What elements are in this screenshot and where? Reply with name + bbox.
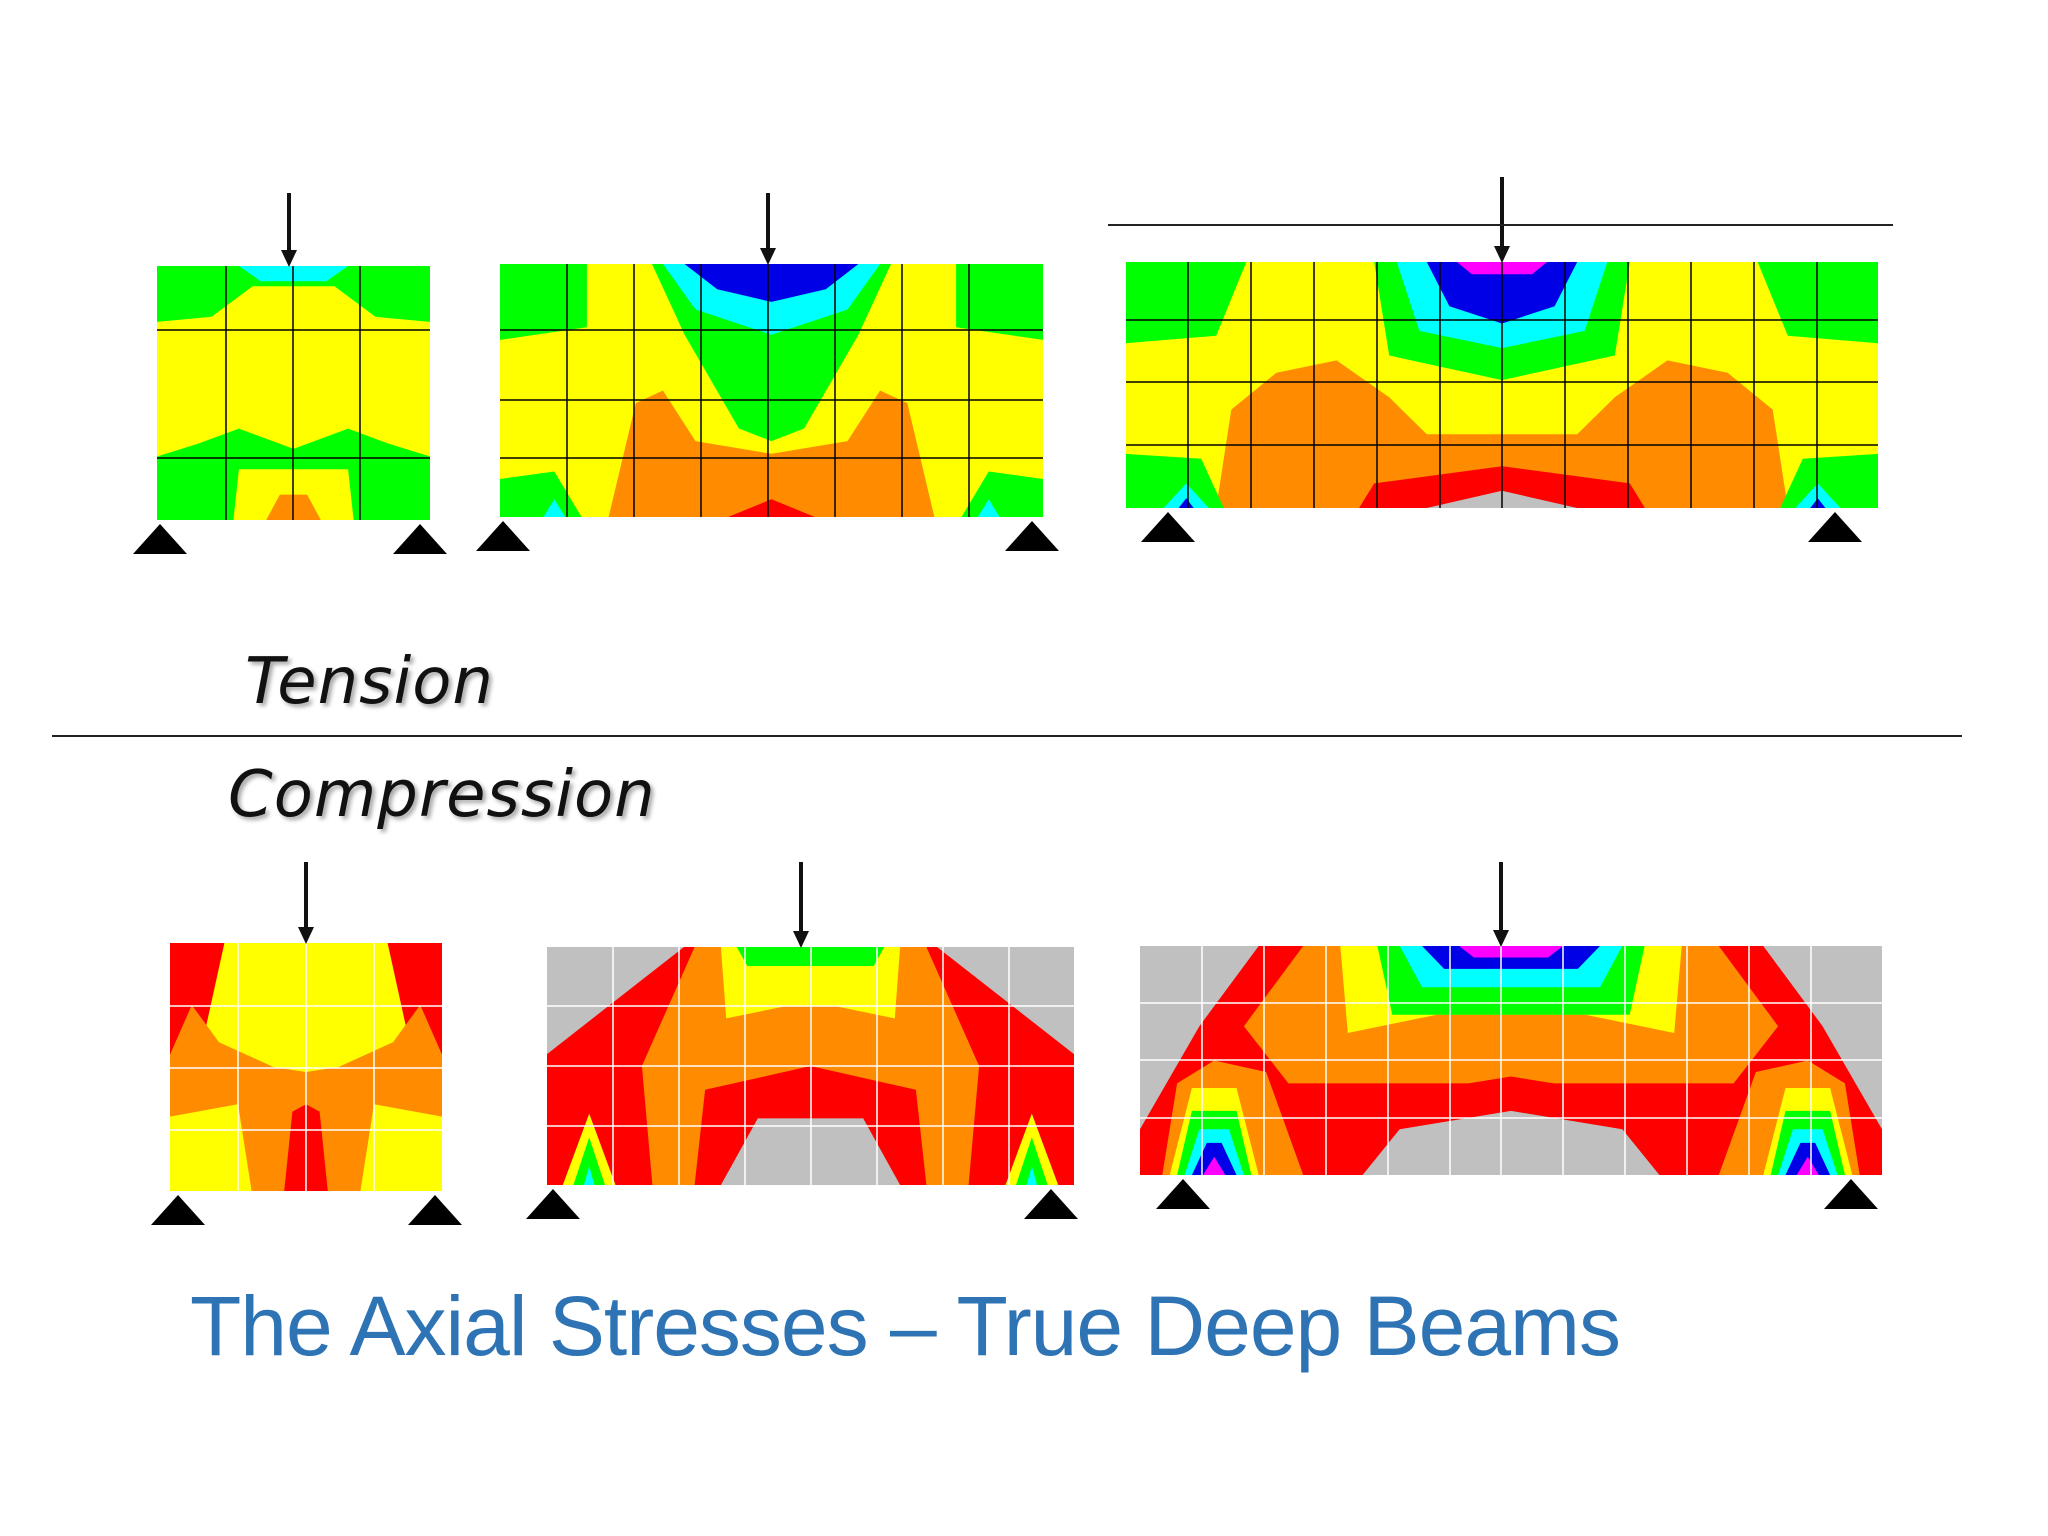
contour-orange	[608, 390, 935, 517]
support-triangle	[393, 524, 447, 554]
contour-green	[1016, 1137, 1048, 1185]
contour-green	[573, 1137, 605, 1185]
contour-green	[956, 264, 1043, 340]
contour-green	[1126, 262, 1247, 344]
contour-cyan	[1795, 483, 1841, 508]
load-arrowhead	[760, 248, 776, 265]
contour-cyan	[1026, 1166, 1038, 1185]
support-triangle	[1141, 512, 1195, 542]
contour-blue	[1810, 498, 1826, 508]
compression-medium-beam	[526, 862, 1078, 1219]
contour-cyan	[583, 1166, 595, 1185]
contour-blue	[1178, 498, 1194, 508]
load-arrowhead	[298, 927, 314, 944]
load-arrowhead	[793, 931, 809, 948]
compression-short-beam	[151, 862, 462, 1225]
support-triangle	[133, 524, 187, 554]
contour-magenta	[1796, 1156, 1819, 1175]
support-triangle	[1808, 512, 1862, 542]
tension-row	[133, 177, 1878, 554]
compression-label: Compression	[228, 758, 656, 832]
tension-label: Tension	[245, 645, 494, 719]
contour-magenta	[1459, 946, 1563, 958]
contour-cyan	[1163, 483, 1209, 508]
contour-green	[1780, 453, 1878, 508]
support-triangle	[408, 1195, 462, 1225]
load-arrowhead	[1494, 246, 1510, 263]
contour-cyan	[543, 499, 566, 517]
support-triangle	[1005, 521, 1059, 551]
compression-row	[151, 862, 1882, 1225]
contour-green	[961, 471, 1043, 517]
contour-blue	[684, 264, 859, 302]
contour-green	[500, 264, 587, 340]
slide-title: The Axial Stresses – True Deep Beams	[190, 1279, 1621, 1373]
compression-long-beam	[1140, 862, 1882, 1209]
contour-green	[1757, 262, 1878, 344]
support-triangle	[526, 1189, 580, 1219]
support-triangle	[1024, 1189, 1078, 1219]
contour-magenta	[1203, 1156, 1226, 1175]
load-arrowhead	[281, 250, 297, 267]
support-triangle	[151, 1195, 205, 1225]
support-triangle	[1156, 1179, 1210, 1209]
contour-gray	[1362, 1110, 1660, 1175]
load-arrowhead	[1493, 930, 1509, 947]
contour-red	[728, 499, 815, 517]
tension-short-beam	[133, 193, 447, 554]
tension-long-beam	[1126, 177, 1878, 542]
contour-green	[500, 471, 582, 517]
tension-medium-beam	[476, 193, 1059, 551]
contour-green	[1126, 453, 1224, 508]
support-triangle	[476, 521, 530, 551]
support-triangle	[1824, 1179, 1878, 1209]
contour-cyan	[977, 499, 1000, 517]
